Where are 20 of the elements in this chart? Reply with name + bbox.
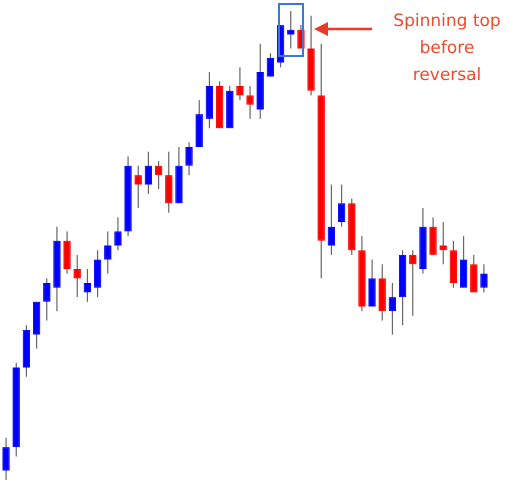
- candlestick: [134, 165, 142, 209]
- candlestick: [104, 230, 112, 274]
- candlestick: [43, 278, 50, 322]
- candlestick: [480, 264, 488, 293]
- candlestick: [328, 184, 336, 256]
- candlestick: [74, 254, 81, 298]
- candlestick: [409, 250, 416, 316]
- candlestick: [185, 142, 193, 176]
- candlestick: [266, 52, 274, 78]
- candlestick: [440, 221, 447, 265]
- candlestick: [144, 151, 152, 195]
- candlestick: [84, 268, 92, 302]
- annotation: Spinning top before reversal: [392, 10, 502, 87]
- candlestick: [287, 10, 294, 50]
- candlestick: [388, 282, 396, 336]
- candlestick: [114, 216, 122, 251]
- candlestick: [2, 437, 10, 481]
- candlestick: [338, 184, 346, 228]
- candlestick: [236, 66, 244, 101]
- candlestick: [246, 85, 254, 120]
